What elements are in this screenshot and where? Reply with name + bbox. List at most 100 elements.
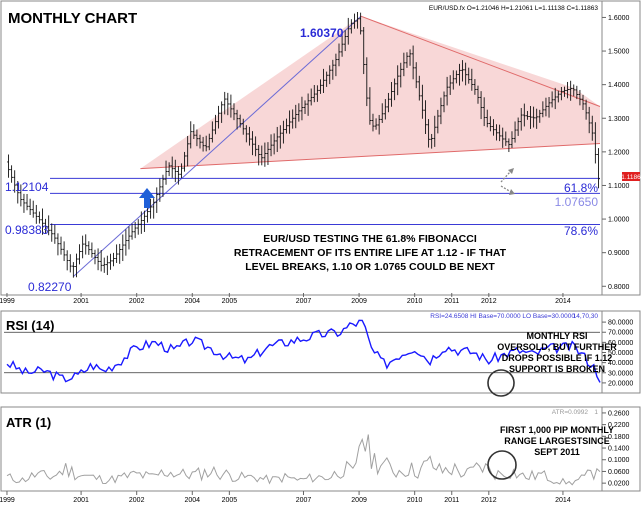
ohlc-bar bbox=[204, 135, 208, 152]
ohlc-bar bbox=[282, 120, 285, 144]
ohlc-bar bbox=[535, 108, 539, 129]
atr-x-tick-label: 2004 bbox=[184, 497, 200, 504]
long-term-trendline bbox=[73, 15, 362, 277]
atr-x-tick-label: 2005 bbox=[222, 497, 238, 504]
ohlc-bar bbox=[13, 170, 17, 193]
ohlc-bar bbox=[593, 122, 597, 164]
ohlc-bar bbox=[198, 134, 202, 149]
rsi-panel-params: 14,70,30 bbox=[573, 313, 599, 320]
ohlc-bar bbox=[56, 233, 60, 256]
ohlc-bar bbox=[7, 154, 10, 178]
atr-x-tick-label: 2014 bbox=[555, 497, 571, 504]
price-x-tick-label: 2005 bbox=[222, 298, 238, 305]
ohlc-bar bbox=[504, 131, 508, 146]
ohlc-bar bbox=[522, 103, 526, 127]
ohlc-bar bbox=[470, 68, 474, 91]
ohlc-bar bbox=[584, 99, 588, 120]
ohlc-bar bbox=[356, 12, 359, 29]
projection-arrows-icon bbox=[500, 168, 515, 195]
ohlc-bar bbox=[581, 94, 585, 110]
atr-x-tick-label: 2001 bbox=[73, 497, 89, 504]
ohlc-bar bbox=[152, 198, 156, 219]
ohlc-bar bbox=[488, 116, 492, 132]
ohlc-bar bbox=[78, 244, 81, 265]
ohlc-bar bbox=[383, 99, 387, 120]
ohlc-bar bbox=[210, 121, 214, 143]
rsi-y-tick-label: 50.0000 bbox=[608, 350, 633, 357]
ohlc-bar bbox=[495, 124, 498, 141]
ohlc-bar bbox=[297, 103, 301, 122]
atr-y-tick-label: 0.2600 bbox=[608, 410, 630, 417]
ohlc-bar bbox=[176, 166, 180, 185]
ohlc-bar bbox=[207, 133, 211, 151]
ohlc-bar bbox=[467, 67, 471, 84]
level-label-2: 61.8% bbox=[564, 181, 598, 195]
rsi-panel-frame bbox=[0, 310, 641, 394]
ohlc-bar bbox=[291, 109, 295, 129]
price-x-tick-label: 2002 bbox=[129, 298, 145, 305]
ohlc-bar bbox=[189, 121, 193, 149]
ohlc-bar bbox=[143, 210, 146, 232]
ohlc-bar bbox=[257, 144, 261, 166]
rsi-y-tick-label: 70.0000 bbox=[608, 330, 633, 337]
ohlc-bar bbox=[229, 94, 233, 118]
price-ohlc-bars bbox=[7, 12, 600, 278]
ohlc-bar bbox=[102, 257, 106, 273]
ohlc-bar bbox=[71, 262, 75, 278]
ohlc-bar bbox=[275, 126, 279, 152]
rsi-y-tick-label: 20.0000 bbox=[608, 380, 633, 387]
ohlc-bar bbox=[420, 84, 424, 119]
atr-x-tick-label: 2011 bbox=[444, 497, 459, 504]
triangle-support-line bbox=[140, 142, 601, 170]
ohlc-bar bbox=[476, 85, 480, 104]
ohlc-bar bbox=[192, 124, 196, 139]
price-y-tick-label: 1.5000 bbox=[608, 49, 630, 56]
rsi-line bbox=[6, 319, 601, 383]
ohlc-bar bbox=[59, 236, 63, 255]
atr-y-tick-label: 0.0600 bbox=[608, 469, 630, 476]
atr-x-tick-label: 2009 bbox=[351, 497, 367, 504]
ohlc-bar bbox=[436, 109, 440, 134]
ohlc-bar bbox=[498, 124, 502, 142]
ohlc-bar bbox=[158, 178, 162, 202]
ohlc-bar bbox=[532, 106, 535, 128]
ohlc-bar bbox=[569, 80, 573, 101]
ohlc-bar bbox=[149, 198, 152, 219]
ohlc-bar bbox=[458, 63, 461, 86]
ohlc-bar bbox=[238, 114, 242, 128]
last-price-badge bbox=[622, 172, 640, 181]
ohlc-bar bbox=[220, 101, 224, 123]
ohlc-bar bbox=[559, 86, 563, 101]
price-panel: 1.6000 1.5000 1.4000 1.3000 1.2000 1.1000 1.00… bbox=[0, 0, 641, 305]
ohlc-bar bbox=[538, 109, 542, 123]
price-panel-header: EUR/USD.fx O=1.21046 H=1.21061 L=1.11138… bbox=[429, 5, 599, 12]
price-y-tick-label: 1.4000 bbox=[608, 82, 630, 89]
ohlc-bar bbox=[541, 101, 545, 118]
ohlc-bar bbox=[353, 13, 356, 29]
ohlc-bar bbox=[315, 85, 319, 102]
atr-x-tick-label: 2007 bbox=[296, 497, 312, 504]
price-x-tick-label: 2010 bbox=[407, 298, 423, 305]
ohlc-bar bbox=[399, 62, 403, 88]
ohlc-bar bbox=[254, 136, 258, 157]
level-label-5: 78.6% bbox=[564, 224, 598, 238]
ohlc-bar bbox=[87, 241, 91, 255]
ohlc-bar bbox=[597, 148, 600, 189]
ohlc-bar bbox=[464, 62, 468, 86]
ohlc-bar bbox=[362, 27, 366, 75]
ohlc-bar bbox=[365, 57, 369, 107]
ohlc-bar bbox=[244, 125, 248, 143]
ohlc-bar bbox=[303, 100, 307, 114]
ohlc-bar bbox=[405, 52, 409, 68]
price-x-tick-label: 2011 bbox=[444, 298, 459, 305]
last-price-badge-label: 1.1186 bbox=[621, 174, 641, 181]
ohlc-bar bbox=[516, 117, 520, 136]
ohlc-bar bbox=[482, 97, 486, 127]
ohlc-bar bbox=[451, 70, 455, 90]
ohlc-bar bbox=[430, 133, 434, 149]
ohlc-bar bbox=[396, 65, 400, 96]
ohlc-bar bbox=[563, 86, 566, 97]
ohlc-bar bbox=[492, 119, 495, 136]
price-x-tick-label: 2001 bbox=[73, 298, 89, 305]
ohlc-bar bbox=[288, 110, 291, 134]
